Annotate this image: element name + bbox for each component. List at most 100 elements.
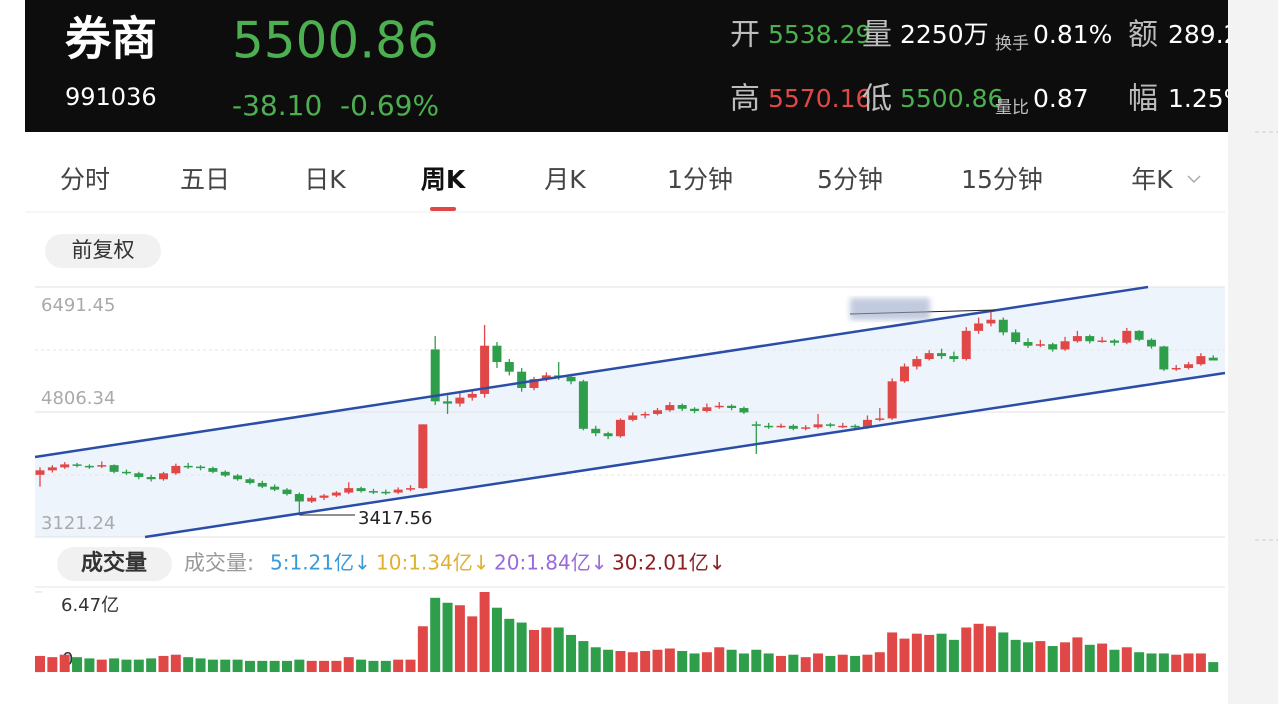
volume-bar [319,660,330,672]
y-tick-label: 3121.24 [41,513,115,534]
volume-bar [183,657,194,672]
adjust-label[interactable]: 前复权 [72,238,135,262]
volume-pill [57,547,172,581]
candle-body [714,405,724,408]
volume-bar [59,654,70,672]
candle-body [97,465,107,467]
volume-bar [1072,637,1083,672]
tab[interactable]: 周K [421,165,467,194]
candle-body [480,345,490,394]
stat-value: 0.81% [1033,20,1112,49]
volume-bar [306,660,317,672]
candle-body [1147,339,1156,347]
stat-label: 开 [730,18,760,53]
candle-body [84,465,94,468]
volume-bar [1109,649,1120,672]
candle-body [72,464,82,466]
candle-body [1134,330,1144,340]
volume-bar [220,659,231,672]
volume-bar [640,650,651,672]
tab[interactable]: 日K [304,165,346,194]
volume-bar [936,633,947,672]
candle-body [1085,336,1095,342]
candle-body [455,397,465,404]
candle-body [319,495,329,498]
volume-bar [170,654,181,672]
tab[interactable]: 分时 [60,165,110,194]
volume-bar [269,660,280,672]
volume-bar [442,602,453,672]
volume-bar [207,659,218,672]
volume-bar [825,655,836,672]
candle-body [529,379,539,388]
stat-value: 1.25% [1168,84,1247,113]
volume-bar [393,659,404,672]
candle-body [665,405,675,411]
stat-label: 额 [1128,18,1158,53]
candle-body [603,433,613,437]
volume-legend-title: 成交量: [184,551,254,575]
ma-legend: 5:1.21亿↓ [270,551,371,575]
adjust-pill[interactable] [45,234,161,268]
candle-body [825,424,835,426]
candle-body [764,425,774,428]
candle-body [381,491,391,494]
ma-legend: 20:1.84亿↓ [494,551,607,575]
candle-body [1011,332,1021,343]
candle-body [751,424,761,426]
volume-bar [516,622,527,672]
candle-body [838,425,848,428]
volume-bar [405,659,416,672]
volume-bar [1208,662,1219,672]
volume-bar [146,658,157,672]
tabs: 分时 五日 日K 周K 月K 1分钟 5分钟 15分钟 年K [60,165,1201,211]
stat-value: 5500.86 [900,84,1003,113]
candle-body [727,405,737,409]
volume-bar [961,627,972,672]
volume-bar [615,650,626,672]
candle-body [653,410,662,414]
candle-body [961,330,971,360]
candle-body [739,408,749,413]
volume-bar [837,654,848,672]
candle-body [331,492,341,496]
tab[interactable]: 5分钟 [817,165,883,194]
candle-body [35,470,45,475]
candle-body [541,375,551,380]
volume-bar [627,652,638,672]
volume-bar [1023,642,1033,672]
candle-body [887,381,897,419]
tab[interactable]: 1分钟 [667,165,733,194]
header: 券商 991036 5500.86 -38.10 -0.69% 开 5538.29… [25,0,1247,132]
candle-body [702,407,712,411]
volume-chart: 成交量 成交量: 5:1.21亿↓ 10:1.34亿↓ 20:1.84亿↓ 30:2.01… [35,550,1219,673]
candle-body [1109,340,1119,343]
candle-body [801,427,811,429]
volume-bar [343,657,354,672]
y-tick-label: 6491.45 [41,295,115,316]
tab[interactable]: 月K [544,165,586,194]
volume-bar [454,605,465,672]
candle-body [492,345,502,363]
volume-bar [850,655,861,672]
candle-body [813,424,823,428]
candle-body [307,497,317,502]
stock-name: 券商 [65,12,157,66]
low-label: 3417.56 [358,508,432,529]
candle-body [937,353,947,357]
candle-body [566,376,576,382]
tab[interactable]: 15分钟 [961,165,1043,194]
volume-bar [368,660,379,672]
candle-body [974,323,984,331]
volume-bar [244,660,255,672]
candle-body [875,418,885,420]
candle-body [690,408,700,411]
volume-bar [553,627,564,672]
tab[interactable]: 年K [1131,165,1173,194]
volume-bar [1195,653,1206,672]
volume-bar [899,638,910,672]
tab[interactable]: 五日 [180,165,230,194]
candle-body [504,362,514,372]
stat-label: 量比 [995,98,1029,118]
